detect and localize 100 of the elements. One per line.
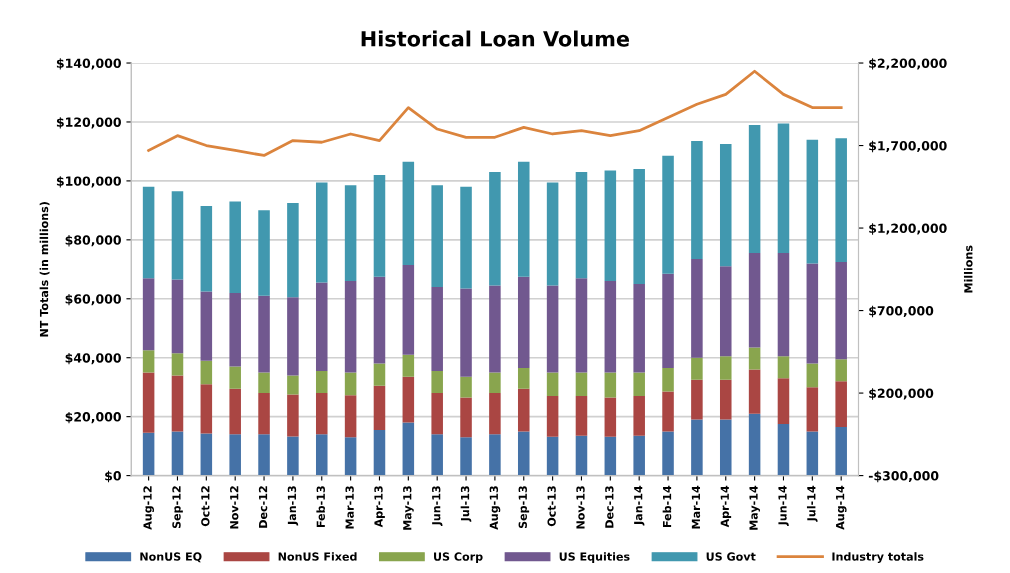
bar	[806, 263, 819, 364]
x-tick-label: Dec-12	[258, 486, 268, 528]
bar	[662, 431, 674, 476]
bar	[287, 297, 299, 376]
bar	[633, 372, 645, 397]
y2-axis-title: Millions	[963, 245, 973, 293]
y-tick-label: $40,000	[65, 352, 121, 365]
bar	[373, 385, 386, 430]
bar	[200, 360, 213, 385]
bar	[748, 253, 761, 348]
bar	[835, 359, 847, 382]
bar	[662, 368, 674, 392]
y-tick-label: $20,000	[65, 411, 121, 424]
bar	[719, 356, 732, 380]
y2-tick-label: $2,200,000	[869, 58, 947, 70]
bar	[402, 422, 415, 476]
bar	[315, 370, 328, 394]
bar	[258, 372, 270, 394]
bar	[806, 387, 819, 432]
bar	[315, 182, 328, 283]
bar	[604, 436, 617, 476]
x-tick-label: Dec-13	[605, 486, 614, 528]
y-tick-label: $0	[105, 470, 121, 483]
x-tick-label: May-13	[403, 486, 414, 530]
x-tick-label: Nov-12	[230, 486, 239, 529]
bar	[200, 205, 213, 292]
bar	[546, 285, 559, 373]
y2-tick-label: $1,700,000	[869, 140, 947, 153]
x-tick-label: Feb-13	[316, 486, 325, 527]
bar	[258, 393, 270, 435]
bar	[402, 264, 415, 355]
bar	[344, 185, 357, 282]
bar	[546, 396, 559, 437]
legend-label: US Corp	[434, 552, 483, 563]
bar	[633, 169, 645, 285]
x-tick-label: Jul-14	[806, 485, 818, 522]
y2-tick-label: $700,000	[869, 305, 934, 318]
bar	[142, 432, 155, 476]
bar	[344, 395, 357, 438]
bar	[489, 393, 501, 435]
bar	[748, 347, 761, 370]
bar	[142, 350, 155, 373]
line-series	[147, 69, 843, 157]
y-tick-label: $120,000	[56, 117, 121, 129]
x-tick-label: Jun-13	[432, 486, 443, 526]
y2-tick-label: $200,000	[869, 388, 934, 400]
bar	[229, 201, 241, 293]
bar	[460, 186, 472, 289]
bar	[806, 431, 819, 476]
bar	[489, 285, 501, 373]
bar	[344, 437, 357, 476]
y2-tick-label: $1,200,000	[869, 223, 947, 235]
x-tick-label: Jul-13	[460, 486, 472, 522]
bar	[200, 384, 213, 434]
legend-label: NonUS EQ	[140, 552, 202, 563]
x-tick-label: Jan-14	[634, 485, 645, 526]
bar	[719, 266, 732, 357]
x-tick-label: Jun-14	[778, 485, 789, 526]
y2-tick-label: -$300,000	[868, 470, 939, 483]
bar	[575, 396, 588, 436]
bar	[431, 286, 443, 371]
y-axis-title: NT Totals (in millions)	[39, 202, 50, 337]
bar	[835, 381, 847, 427]
bar	[229, 366, 241, 389]
legend-label: US Govt	[706, 552, 756, 561]
bar	[575, 278, 588, 373]
bar	[142, 372, 155, 433]
x-tick-label: Mar-14	[691, 485, 701, 529]
bar	[344, 281, 357, 373]
bar	[258, 295, 270, 373]
bar	[604, 170, 617, 282]
bar	[575, 172, 588, 279]
bar	[171, 375, 184, 432]
bar	[806, 363, 819, 388]
bar	[748, 413, 761, 476]
y-tick-label: $80,000	[65, 235, 121, 247]
bar	[402, 354, 415, 377]
bar	[373, 363, 386, 386]
bar	[835, 138, 847, 262]
bar	[633, 396, 645, 436]
y-tick-label: $60,000	[65, 294, 121, 306]
x-tick-label: Oct-13	[547, 486, 556, 527]
bar	[431, 393, 443, 435]
bar	[604, 397, 617, 437]
x-tick-label: Aug-13	[489, 486, 501, 530]
bar	[373, 429, 386, 476]
bar	[142, 278, 155, 351]
bar	[604, 372, 617, 398]
bar	[662, 391, 674, 432]
bar	[402, 161, 415, 265]
bar	[777, 424, 790, 476]
bar	[142, 186, 155, 279]
bar	[517, 388, 530, 432]
y-tick-label: $140,000	[56, 58, 121, 70]
bar	[200, 433, 213, 476]
bar	[315, 393, 328, 435]
bar	[171, 279, 184, 354]
x-tick-label: Jan-13	[287, 486, 299, 526]
bar	[691, 357, 703, 380]
bar	[806, 139, 819, 264]
